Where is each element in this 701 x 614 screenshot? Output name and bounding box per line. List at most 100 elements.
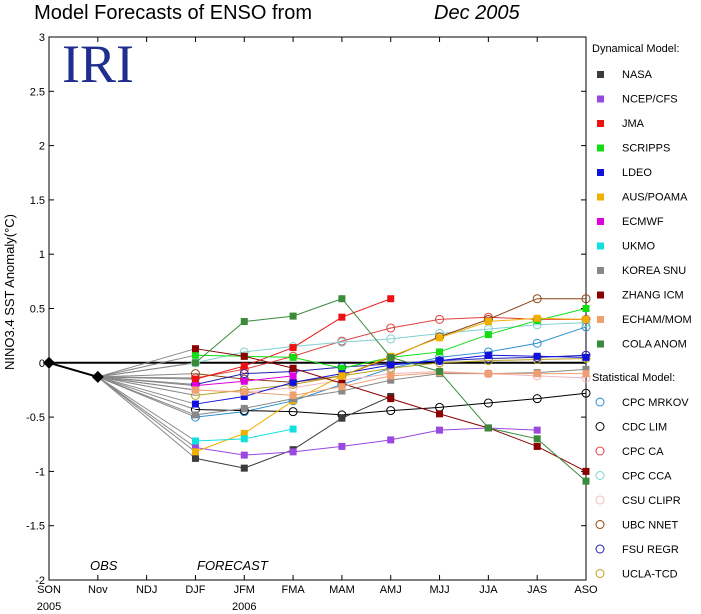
legend-marker xyxy=(597,291,604,299)
data-point xyxy=(387,353,395,361)
data-point xyxy=(191,382,199,390)
chart-title-date: Dec 2005 xyxy=(434,2,520,24)
data-point xyxy=(581,294,591,304)
series-line xyxy=(195,322,587,364)
legend-marker xyxy=(595,569,605,578)
connector-line xyxy=(97,348,196,378)
data-point xyxy=(582,467,590,475)
connector-line xyxy=(97,354,196,378)
data-point xyxy=(191,454,199,462)
legend-marker xyxy=(595,422,605,431)
series-ecmwf xyxy=(191,372,297,390)
legend-marker xyxy=(597,218,604,225)
obs-annotation: OBS xyxy=(90,558,118,573)
data-point xyxy=(289,372,297,380)
y-tick-label: 1.5 xyxy=(30,195,45,207)
observed-point xyxy=(91,370,104,383)
year-label: 2005 xyxy=(37,601,61,613)
legend-label: FSU REGR xyxy=(622,544,679,556)
legend-marker xyxy=(597,340,604,348)
legend-label: CSU CLIPR xyxy=(622,495,681,507)
legend-label: ZHANG ICM xyxy=(622,290,684,302)
data-point xyxy=(191,359,199,367)
legend-marker xyxy=(597,95,604,103)
legend-label: NCEP/CFS xyxy=(622,94,678,106)
x-tick-label: DJF xyxy=(185,584,205,596)
data-point xyxy=(484,424,492,432)
plot-frame xyxy=(48,36,587,581)
x-tick-label: JJA xyxy=(479,584,498,596)
legend-label: SCRIPPS xyxy=(622,143,670,155)
legend-label: COLA ANOM xyxy=(622,339,687,351)
x-tick-label: MAM xyxy=(329,584,355,596)
connector-line xyxy=(97,376,196,405)
data-point xyxy=(191,345,199,353)
connector-line xyxy=(97,362,196,378)
data-point xyxy=(436,410,444,418)
legend-marker xyxy=(595,471,605,480)
legend-marker xyxy=(597,242,604,250)
data-point xyxy=(533,442,541,450)
x-tick-label: ASO xyxy=(574,584,598,596)
connector-line xyxy=(97,376,196,442)
y-tick-label: 0 xyxy=(39,358,45,370)
y-tick-label: 1 xyxy=(39,249,45,261)
year-label: 2006 xyxy=(232,601,256,613)
data-point xyxy=(533,352,541,360)
data-point xyxy=(484,331,492,339)
legend-label: CPC MRKOV xyxy=(622,397,689,409)
series-line xyxy=(195,392,587,416)
x-tick-label: AMJ xyxy=(380,584,402,596)
legend-marker xyxy=(595,495,605,505)
forecast-annotation: FORECAST xyxy=(197,558,269,573)
series-line xyxy=(195,317,587,453)
data-point xyxy=(289,364,297,372)
data-point xyxy=(338,295,346,303)
data-point xyxy=(190,358,200,368)
x-tick-label: JAS xyxy=(527,584,547,596)
data-point xyxy=(338,442,346,450)
data-point xyxy=(289,391,297,399)
data-point xyxy=(582,477,590,485)
series-cpc-ca xyxy=(190,312,591,383)
data-point xyxy=(338,387,346,395)
data-point xyxy=(436,357,444,365)
data-point xyxy=(240,404,248,412)
data-point xyxy=(484,351,492,359)
data-point xyxy=(191,411,199,419)
connector-line xyxy=(97,376,196,418)
data-point xyxy=(337,337,347,347)
y-axis-label: NINO3.4 SST Anomaly(°C) xyxy=(2,214,17,370)
data-point xyxy=(387,361,395,369)
data-point xyxy=(191,400,199,408)
data-point xyxy=(191,386,199,394)
data-point xyxy=(436,426,444,434)
legend-marker xyxy=(597,316,604,323)
data-point xyxy=(483,398,493,408)
data-point xyxy=(533,314,541,322)
legend-marker xyxy=(595,544,605,554)
series-layer xyxy=(43,294,591,485)
data-point xyxy=(582,370,590,378)
iri-logo: IRI xyxy=(62,34,134,94)
legend-marker xyxy=(595,446,605,456)
data-point xyxy=(289,312,297,320)
data-point xyxy=(338,313,346,321)
data-point xyxy=(532,394,542,404)
data-point xyxy=(582,315,590,323)
data-point xyxy=(240,352,248,360)
legend-label: UCLA-TCD xyxy=(622,569,678,581)
connector-line xyxy=(97,376,196,448)
series-line xyxy=(195,316,586,379)
data-point xyxy=(386,323,396,333)
data-point xyxy=(240,464,248,472)
legend-label: ECHAM/MOM xyxy=(622,314,692,326)
data-point xyxy=(240,388,248,396)
connector-line xyxy=(97,373,196,378)
data-point xyxy=(436,367,444,375)
data-point xyxy=(240,377,248,385)
data-point xyxy=(582,305,590,312)
series-ukmo xyxy=(191,425,297,445)
y-tick-label: -0.5 xyxy=(26,412,45,424)
data-point xyxy=(387,376,395,384)
